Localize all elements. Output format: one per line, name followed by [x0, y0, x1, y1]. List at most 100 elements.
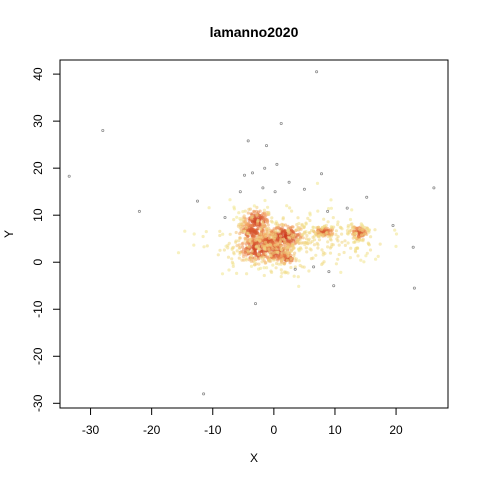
data-point	[320, 262, 324, 267]
data-point	[394, 232, 399, 236]
data-point	[297, 249, 301, 253]
data-point	[201, 234, 205, 239]
data-point	[270, 235, 274, 240]
data-point	[205, 244, 209, 248]
data-point	[255, 241, 259, 245]
data-point	[282, 262, 286, 266]
data-point	[281, 237, 286, 241]
data-point	[270, 270, 274, 274]
outlier-point	[327, 270, 331, 274]
data-point	[269, 254, 273, 258]
data-point	[303, 243, 307, 247]
data-point	[367, 242, 371, 246]
outlier-point	[312, 265, 316, 269]
data-point	[314, 232, 318, 236]
data-point	[260, 260, 264, 264]
data-point	[230, 260, 234, 264]
data-point	[264, 252, 268, 256]
data-point	[245, 231, 249, 235]
data-point	[271, 232, 275, 236]
data-point	[286, 271, 290, 275]
data-point	[343, 239, 347, 243]
data-point	[354, 250, 358, 254]
data-point	[297, 221, 301, 226]
data-point	[238, 226, 242, 230]
data-point	[369, 235, 373, 239]
data-point	[312, 234, 316, 238]
data-point	[293, 265, 297, 269]
outlier-point	[101, 128, 105, 132]
chart-title: lamanno2020	[210, 24, 299, 40]
outlier-point	[238, 190, 242, 194]
outlier-point	[326, 209, 330, 213]
data-point	[374, 257, 378, 261]
data-point	[241, 210, 245, 214]
data-point	[289, 265, 293, 270]
data-point	[279, 275, 283, 279]
outlier-point	[263, 166, 267, 170]
data-point	[262, 255, 266, 260]
data-point	[255, 237, 259, 241]
data-point	[311, 225, 315, 229]
data-point	[302, 224, 306, 228]
data-point	[244, 221, 248, 225]
data-point	[241, 241, 245, 245]
data-point	[299, 241, 304, 245]
data-point	[300, 233, 305, 237]
data-point	[353, 240, 357, 244]
outlier-point	[261, 186, 265, 190]
x-axis-label: X	[250, 451, 258, 465]
outlier-point	[275, 162, 279, 166]
data-point	[318, 232, 322, 236]
outlier-point	[253, 302, 257, 306]
data-point	[279, 268, 283, 272]
data-point	[329, 245, 333, 249]
data-point	[249, 216, 254, 220]
data-point	[258, 256, 262, 260]
data-point	[237, 246, 241, 250]
data-point	[235, 244, 239, 248]
data-point	[253, 252, 257, 256]
data-point	[247, 245, 251, 249]
data-point	[227, 268, 231, 272]
data-point	[253, 260, 257, 264]
data-point	[306, 216, 310, 220]
x-tick-label: -30	[82, 423, 100, 437]
data-point	[300, 222, 304, 227]
data-point	[250, 254, 254, 258]
data-point	[218, 233, 222, 238]
data-point	[326, 234, 330, 239]
data-point	[266, 205, 270, 209]
data-point	[316, 230, 320, 234]
data-point	[285, 204, 289, 208]
data-point	[296, 216, 300, 220]
data-point	[207, 206, 211, 210]
x-axis: -30 -20 -10 0 10 20	[82, 407, 403, 437]
data-point	[316, 243, 320, 247]
data-point	[312, 243, 316, 247]
data-point	[250, 223, 254, 227]
data-point	[247, 219, 251, 223]
data-point	[291, 247, 295, 251]
data-point	[250, 241, 254, 246]
data-point	[228, 232, 232, 236]
data-point	[261, 212, 265, 216]
data-point	[267, 239, 271, 243]
y-tick-label: 30	[31, 114, 45, 128]
data-point	[336, 223, 340, 227]
data-point	[230, 246, 234, 250]
data-point	[393, 228, 397, 232]
data-point	[266, 211, 270, 215]
data-point	[268, 242, 272, 246]
data-point	[262, 245, 267, 249]
data-point	[258, 227, 263, 231]
data-point	[244, 258, 248, 262]
data-point	[234, 239, 238, 243]
data-point	[234, 230, 238, 235]
data-point	[296, 275, 300, 279]
data-point	[331, 216, 335, 220]
data-point	[286, 230, 291, 234]
data-point	[265, 226, 269, 231]
data-point	[258, 239, 262, 243]
outlier-point	[250, 171, 254, 175]
